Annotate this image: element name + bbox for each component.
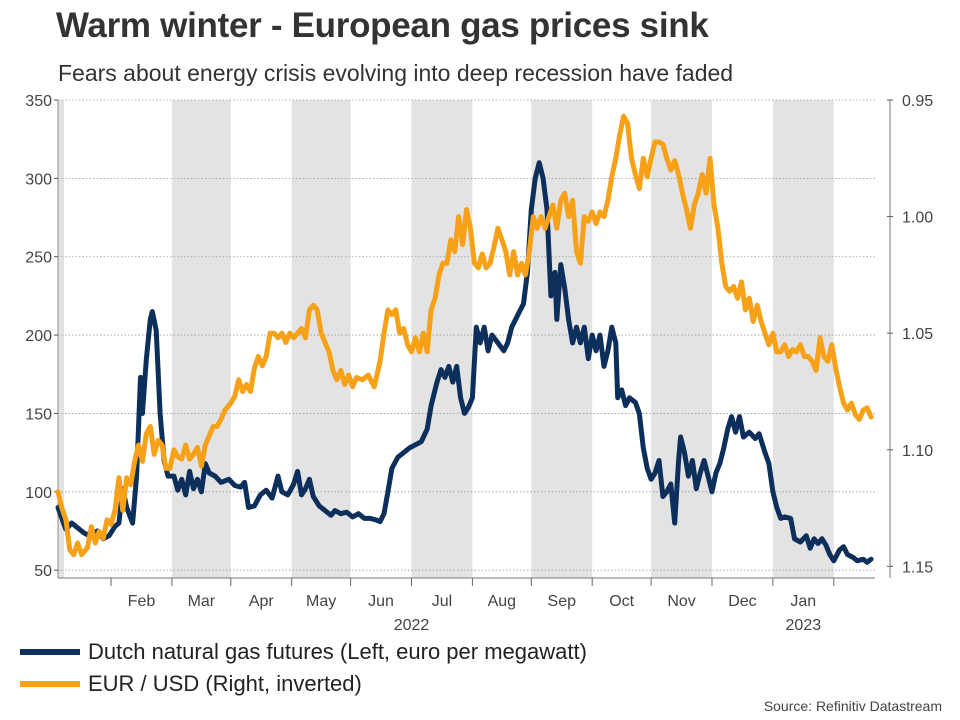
left-tick-label: 350 (25, 93, 52, 110)
left-tick-label: 50 (34, 563, 52, 580)
month-label-may: May (306, 593, 336, 610)
month-label-jun: Jun (368, 593, 394, 610)
shaded-month-bands (58, 100, 834, 578)
legend-item-gas: Dutch natural gas futures (Left, euro pe… (20, 636, 587, 668)
left-tick-label: 200 (25, 328, 52, 345)
month-label-aug: Aug (488, 593, 516, 610)
year-label-2023: 2023 (786, 617, 822, 634)
series-line-eurusd (55, 113, 874, 558)
left-tick-label: 100 (25, 485, 52, 502)
chart-subtitle: Fears about energy crisis evolving into … (58, 60, 734, 86)
legend-label-gas: Dutch natural gas futures (Left, euro pe… (88, 639, 587, 664)
month-label-apr: Apr (249, 593, 275, 610)
series-line-gas-futures (55, 160, 874, 565)
shade-band-mar (171, 100, 231, 578)
legend-label-eurusd: EUR / USD (Right, inverted) (88, 671, 362, 696)
right-tick-label: 1.10 (902, 443, 933, 460)
month-label-dec: Dec (728, 593, 756, 610)
month-label-oct: Oct (609, 593, 634, 610)
month-label-jul: Jul (432, 593, 452, 610)
month-label-sep: Sep (548, 593, 577, 610)
left-tick-label: 300 (25, 171, 52, 188)
shade-band-jan (772, 100, 834, 578)
right-tick-label: 0.95 (902, 93, 933, 110)
right-tick-label: 1.15 (902, 559, 933, 576)
series-lines (55, 113, 874, 565)
year-label-2022: 2022 (394, 617, 430, 634)
right-tick-label: 1.05 (902, 326, 933, 343)
legend-swatch-gas (20, 649, 80, 655)
month-label-nov: Nov (667, 593, 695, 610)
source-note: Source: Refinitiv Datastream (763, 698, 942, 714)
left-tick-label: 250 (25, 250, 52, 267)
month-label-feb: Feb (128, 593, 156, 610)
shade-band-nov (651, 100, 712, 578)
chart-title: Warm winter - European gas prices sink (56, 6, 709, 45)
axes: 50 100 150 200 250 300 350 0.95 1.00 1.05 1.10 1.15… (25, 93, 933, 634)
shade-band-jan-2022 (58, 100, 64, 578)
left-tick-label: 150 (25, 406, 52, 423)
legend-swatch-eurusd (20, 681, 80, 687)
month-label-mar: Mar (188, 593, 216, 610)
right-tick-label: 1.00 (902, 210, 933, 227)
legend: Dutch natural gas futures (Left, euro pe… (20, 636, 587, 700)
legend-item-eurusd: EUR / USD (Right, inverted) (20, 668, 587, 700)
month-label-jan: Jan (790, 593, 816, 610)
